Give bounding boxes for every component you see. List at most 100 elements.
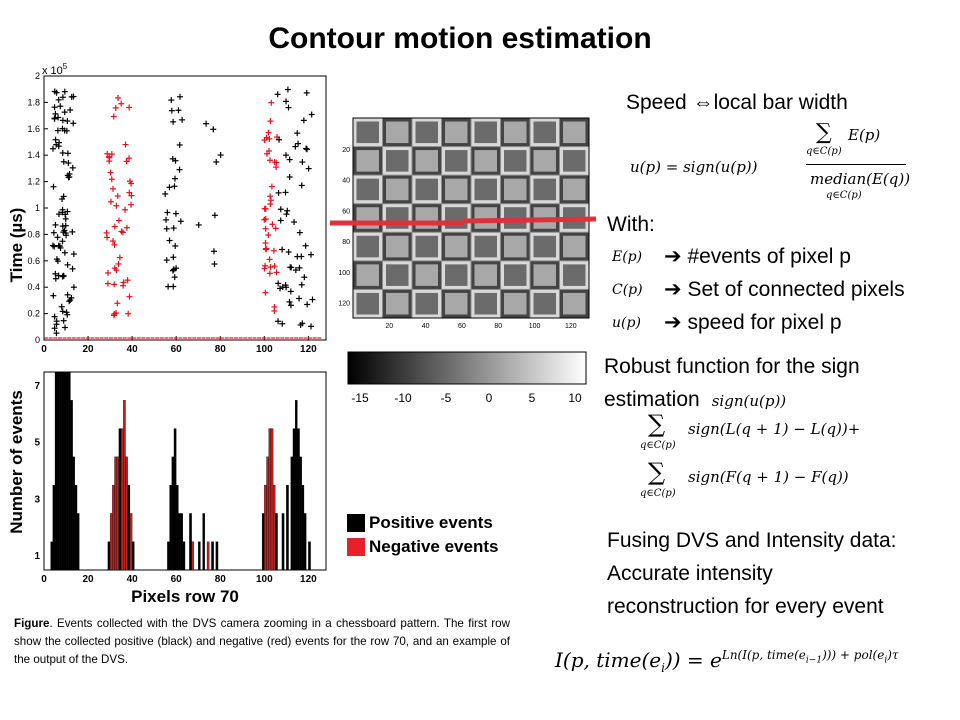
chessboard-cell <box>501 175 530 204</box>
final-eq-lhs: I(p, time(e <box>555 648 662 672</box>
speed-heading: Speed ⇔local bar width <box>626 86 848 119</box>
chessboard-cell <box>412 147 441 175</box>
scatter-point <box>283 98 290 105</box>
histogram-bar <box>198 541 201 571</box>
scatter-point <box>302 242 309 249</box>
def-text: #events of pixel p <box>687 245 851 268</box>
scatter-point <box>267 118 274 125</box>
scatter-point <box>125 310 132 317</box>
scatter-point <box>70 251 77 258</box>
histogram-bar <box>50 541 53 571</box>
final-eq-lhs-end: )) = e <box>664 648 722 672</box>
scatter-point <box>51 243 58 250</box>
hist-ytick-label: 5 <box>34 438 40 449</box>
chessboard-cell <box>530 232 559 261</box>
scatter-point <box>55 242 62 249</box>
def-text: Set of connected pixels <box>687 278 905 301</box>
histogram-bar <box>292 428 296 571</box>
colorbar-tick-label: 10 <box>568 391 582 405</box>
chessboard-cell <box>501 147 530 175</box>
right-arrow-icon: ➔ <box>664 278 688 301</box>
scatter-point <box>112 310 119 317</box>
scatter-point <box>296 295 303 302</box>
hist-ytick-label: 7 <box>34 381 40 392</box>
chessboard-cell <box>501 118 530 147</box>
scatter-point <box>64 150 71 157</box>
histogram-bar <box>127 484 131 571</box>
scatter-point <box>294 130 301 137</box>
histogram-bar <box>297 428 300 571</box>
scatter-point <box>263 134 270 141</box>
definition-row: E(p) ➔ #events of pixel p <box>612 240 952 273</box>
scatter-point <box>55 114 62 121</box>
figure-caption: Figure. Events collected with the DVS ca… <box>14 615 510 669</box>
histogram-bar <box>286 484 289 571</box>
intensity-equation: I(p, time(ei)) = eLn(I(p, time(ei−1))) +… <box>555 648 899 675</box>
chessboard-cell <box>383 147 412 175</box>
scatter-point <box>59 238 66 245</box>
scatter-point <box>51 325 58 332</box>
scatter-point <box>291 219 298 226</box>
def-symbol: u(p) <box>612 314 641 331</box>
speed-eq-num: E(p) <box>848 126 881 144</box>
scatter-point <box>275 280 282 287</box>
scatter-point <box>55 143 62 150</box>
chess-ytick-label: 40 <box>342 178 350 185</box>
scatter-point <box>265 232 272 239</box>
scatter-xtick-label: 20 <box>83 344 95 355</box>
scatter-point <box>126 104 133 111</box>
scatter-ytick-label: 0.4 <box>27 282 40 292</box>
scatter-point <box>114 300 121 307</box>
histogram-bar <box>59 371 62 571</box>
chessboard-svg: 20 40 60 80 100 120 20 40 60 80 100 120 <box>338 117 590 330</box>
scatter-point <box>126 155 133 162</box>
scatter-point <box>62 324 69 331</box>
scatter-ytick-label: 0.6 <box>27 256 40 266</box>
histogram-xlabel: Pixels row 70 <box>131 587 239 606</box>
scatter-point <box>62 215 69 222</box>
legend-positive: Positive events <box>347 511 498 535</box>
scatter-point <box>305 165 312 172</box>
scatter-point <box>266 135 273 142</box>
scatter-xtick-label: 40 <box>127 344 139 355</box>
scatter-point <box>163 225 170 232</box>
histogram-bar <box>68 371 71 571</box>
scatter-point <box>287 264 294 271</box>
scatter-point <box>172 242 179 249</box>
scatter-point <box>70 120 77 127</box>
chessboard-cell <box>442 261 471 289</box>
colorbar-tick-label: 5 <box>529 391 536 405</box>
histogram-bar <box>261 513 265 571</box>
histogram-bar <box>303 513 307 571</box>
chessboard-cell <box>353 175 382 204</box>
scatter-point <box>164 209 171 216</box>
scatter-point <box>51 313 58 320</box>
scatter-point <box>303 145 310 152</box>
scatter-point <box>51 115 58 122</box>
scatter-point <box>124 277 131 284</box>
double-arrow-icon: ⇔ <box>692 91 714 114</box>
scatter-point <box>51 88 58 95</box>
scatter-point <box>69 228 76 235</box>
scatter-point <box>262 245 269 252</box>
hist-xtick-label: 20 <box>83 574 95 585</box>
colorbar-tick-label: -15 <box>351 391 369 405</box>
scatter-point <box>285 249 292 256</box>
colorbar-tick-label: -5 <box>441 391 452 405</box>
scatter-point <box>170 254 177 261</box>
scatter-point <box>166 237 173 244</box>
final-eq-exp-sub2: i <box>884 655 888 666</box>
scatter-ytick-label: 1.2 <box>27 177 40 187</box>
scatter-point <box>277 285 284 292</box>
fraction-bar <box>806 164 906 165</box>
scatter-point <box>51 104 58 111</box>
legend-negative: Negative events <box>347 535 498 559</box>
final-eq-exp-sub: i−1 <box>805 655 823 666</box>
histogram-bar <box>270 428 274 571</box>
scatter-point <box>123 224 130 231</box>
histogram-bar <box>125 456 128 571</box>
scatter-point <box>177 93 184 100</box>
chess-xtick-label: 60 <box>458 323 466 330</box>
scatter-point <box>307 251 314 258</box>
histogram-bar <box>63 371 67 571</box>
